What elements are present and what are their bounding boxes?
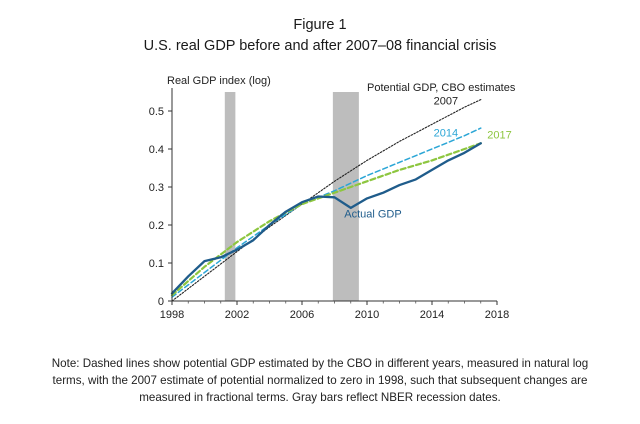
y-tick-label: 0.3 xyxy=(149,182,164,194)
series-line-actual-gdp xyxy=(170,142,482,295)
y-axis-label: Real GDP index (log) xyxy=(167,75,271,87)
annotation-2017: 2017 xyxy=(487,130,511,142)
annotation-2014: 2014 xyxy=(434,127,458,139)
annotation-potential-gdp-cbo-estimates: Potential GDP, CBO estimates xyxy=(367,82,516,94)
chart: 0 0.1 0.2 0.3 0.4 0.5 1998 2002 2006 2010 2014 2018… xyxy=(149,75,516,321)
recession-bar-2 xyxy=(332,92,359,301)
y-tick-label: 0.1 xyxy=(149,258,164,270)
annotation-2007: 2007 xyxy=(434,96,458,108)
series-line-2017 xyxy=(170,142,482,297)
figure-title: Figure 1 xyxy=(293,17,347,33)
series-line-2007 xyxy=(171,99,482,302)
figure-note: Note: Dashed lines show potential GDP es… xyxy=(51,357,589,404)
x-tick-label: 1998 xyxy=(160,309,184,321)
x-tick-label: 2002 xyxy=(225,309,249,321)
x-tick-label: 2014 xyxy=(420,309,444,321)
series-line-2014 xyxy=(171,127,482,298)
y-tick-label: 0.4 xyxy=(149,144,164,156)
figure-subtitle: U.S. real GDP before and after 2007–08 f… xyxy=(143,38,497,54)
x-tick-label: 2010 xyxy=(355,309,379,321)
recession-bar-1 xyxy=(224,92,236,301)
annotation-actual-gdp: Actual GDP xyxy=(344,208,401,220)
y-tick-label: 0.2 xyxy=(149,220,164,232)
y-tick-label: 0 xyxy=(158,296,164,308)
x-tick-label: 2006 xyxy=(290,309,314,321)
y-tick-label: 0.5 xyxy=(149,106,164,118)
x-tick-label: 2018 xyxy=(485,309,509,321)
